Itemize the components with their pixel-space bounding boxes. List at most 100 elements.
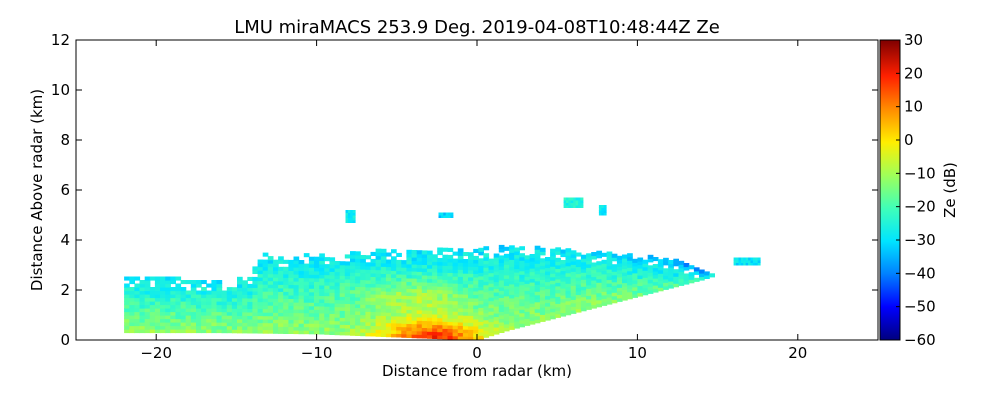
field-cell <box>391 249 397 254</box>
field-cell <box>457 332 464 337</box>
field-cell <box>355 279 361 284</box>
elevated-patch-cell <box>603 212 607 216</box>
field-cell <box>380 304 387 309</box>
elevated-patch-cell <box>601 210 605 213</box>
field-cell <box>396 301 402 306</box>
field-cell <box>329 295 336 300</box>
field-cell <box>591 287 597 292</box>
field-cell <box>350 300 356 305</box>
field-cell <box>555 268 561 273</box>
field-cell <box>267 308 274 313</box>
field-cell <box>149 322 156 327</box>
field-cell <box>211 315 218 320</box>
field-cell <box>288 301 295 306</box>
field-cell <box>550 290 556 295</box>
field-cell <box>154 304 161 309</box>
field-cell <box>534 280 541 285</box>
field-cell <box>350 261 356 266</box>
field-cell <box>678 264 685 269</box>
field-cell <box>201 329 207 334</box>
field-cell <box>468 269 474 274</box>
field-cell <box>396 266 402 271</box>
field-cell <box>642 291 649 296</box>
field-cell <box>267 287 274 292</box>
field-cell <box>288 273 295 278</box>
field-cell <box>509 311 515 316</box>
field-cell <box>355 272 361 277</box>
field-cell <box>391 280 397 285</box>
field-cell <box>473 301 479 306</box>
field-cell <box>334 289 341 294</box>
field-cell <box>262 326 269 331</box>
elevated-patch-cell <box>352 212 356 216</box>
field-cell <box>308 291 315 296</box>
elevated-patch-cell <box>347 215 351 218</box>
field-cell <box>473 308 479 313</box>
field-cell <box>421 274 428 279</box>
field-cell <box>498 325 505 330</box>
field-cell <box>185 294 192 299</box>
field-cell <box>483 281 490 286</box>
field-cell <box>591 252 597 257</box>
field-cell <box>457 272 464 277</box>
field-cell <box>160 290 166 295</box>
field-cell <box>611 264 618 269</box>
field-cell <box>601 273 608 278</box>
field-cell <box>211 290 218 295</box>
field-cell <box>154 325 161 330</box>
field-cell <box>355 317 361 322</box>
field-cell <box>478 261 484 266</box>
field-cell <box>278 319 284 324</box>
field-cell <box>196 311 202 316</box>
field-cell <box>165 315 171 320</box>
elevated-patch-cell <box>573 205 577 208</box>
field-cell <box>668 267 674 272</box>
field-cell <box>283 273 289 278</box>
field-cell <box>586 256 592 261</box>
field-cell <box>293 270 300 275</box>
field-cell <box>534 294 541 299</box>
field-cell <box>498 255 505 260</box>
field-cell <box>334 299 341 304</box>
field-cell <box>401 316 407 321</box>
field-cell <box>355 282 361 287</box>
field-cell <box>206 294 212 299</box>
field-cell <box>442 317 449 322</box>
field-cell <box>262 305 269 310</box>
x-tick-label: 20 <box>788 344 807 362</box>
field-cell <box>570 253 577 258</box>
field-cell <box>560 298 567 303</box>
field-cell <box>416 264 423 269</box>
field-cell <box>298 267 305 272</box>
field-cell <box>519 284 525 289</box>
field-cell <box>344 264 351 269</box>
field-cell <box>560 288 567 293</box>
field-cell <box>473 332 479 337</box>
field-cell <box>462 297 469 302</box>
elevated-patch-cell <box>580 200 584 203</box>
field-cell <box>688 279 695 284</box>
field-cell <box>493 295 500 300</box>
field-cell <box>534 319 541 324</box>
field-cell <box>175 283 182 288</box>
field-cell <box>375 315 382 320</box>
field-cell <box>175 276 182 281</box>
field-cell <box>129 301 135 306</box>
elevated-patch-cell <box>438 212 442 216</box>
field-cell <box>344 285 351 290</box>
x-tick-label: 0 <box>472 344 482 362</box>
field-cell <box>437 296 443 301</box>
field-cell <box>468 280 474 285</box>
field-cell <box>606 297 613 302</box>
field-cell <box>437 293 443 298</box>
field-cell <box>339 310 346 315</box>
elevated-patch-cell <box>568 197 572 201</box>
field-cell <box>380 280 387 285</box>
field-cell <box>385 322 392 327</box>
field-cell <box>498 293 505 298</box>
field-cell <box>231 294 238 299</box>
field-cell <box>314 298 320 303</box>
field-cell <box>380 259 387 264</box>
field-cell <box>324 313 330 318</box>
